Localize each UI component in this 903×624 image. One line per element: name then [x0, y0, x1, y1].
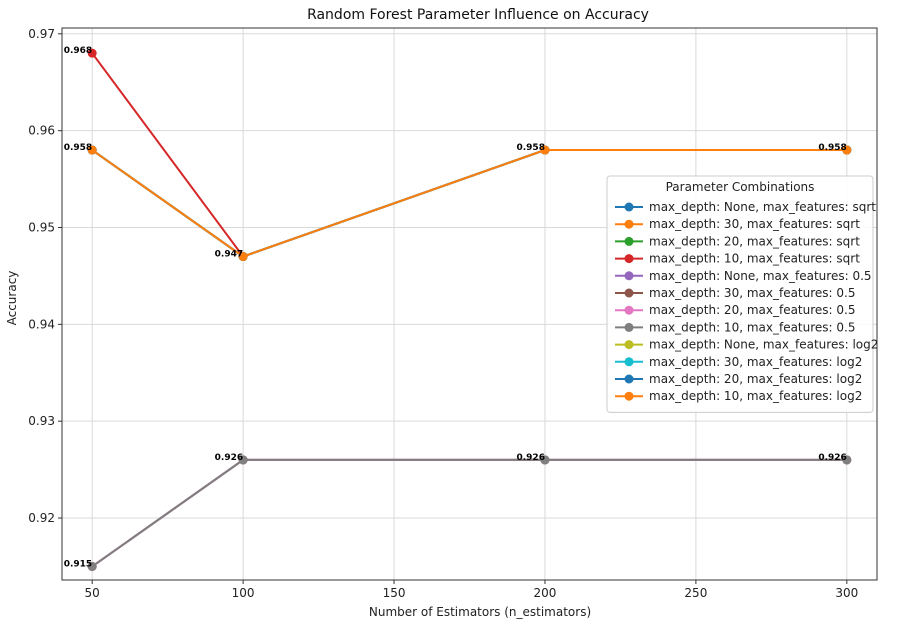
legend-label: max_depth: None, max_features: log2 — [649, 338, 878, 352]
legend-label: max_depth: 30, max_features: sqrt — [649, 217, 860, 231]
series-path — [91, 458, 847, 568]
legend-item: max_depth: 20, max_features: sqrt — [615, 234, 860, 248]
legend-item: max_depth: 30, max_features: sqrt — [615, 217, 860, 231]
legend-swatch-marker — [624, 374, 634, 384]
x-tick-label: 100 — [232, 586, 255, 600]
legend-item: max_depth: 30, max_features: log2 — [615, 355, 862, 369]
data-label: 0.958 — [516, 143, 544, 153]
legend-label: max_depth: 10, max_features: log2 — [649, 389, 862, 403]
legend-swatch-marker — [624, 219, 634, 229]
data-point — [238, 252, 248, 262]
legend-item: max_depth: None, max_features: 0.5 — [615, 269, 872, 283]
data-point — [842, 455, 852, 465]
legend-swatch-marker — [624, 202, 634, 212]
legend-swatch-marker — [624, 254, 634, 264]
legend-item: max_depth: 10, max_features: sqrt — [615, 252, 860, 266]
series-path — [91, 458, 847, 568]
series-path — [91, 458, 847, 568]
legend-item: max_depth: 20, max_features: 0.5 — [615, 303, 856, 317]
data-point — [238, 455, 248, 465]
legend-label: max_depth: 10, max_features: sqrt — [649, 252, 860, 266]
axis-ticks: 50 100 150 200 250 300 0.92 0.93 0.94 0.95 0.96 0.9… — [28, 27, 858, 600]
series-line — [87, 455, 852, 571]
legend-label: max_depth: 20, max_features: log2 — [649, 372, 862, 386]
legend-swatch-marker — [624, 340, 634, 350]
x-tick-label: 150 — [383, 586, 406, 600]
legend-title: Parameter Combinations — [666, 180, 815, 194]
legend-swatch-marker — [624, 236, 634, 246]
series-path — [91, 149, 847, 258]
series-line — [87, 455, 852, 571]
legend-box — [606, 175, 874, 413]
legend-label: max_depth: 10, max_features: 0.5 — [649, 320, 856, 334]
legend-label: max_depth: None, max_features: sqrt — [649, 200, 876, 214]
data-label: 0.968 — [64, 46, 92, 56]
x-tick-label: 250 — [684, 586, 707, 600]
legend-swatch-marker — [624, 271, 634, 281]
legend: Parameter Combinations max_depth: None, … — [606, 175, 878, 413]
data-label: 0.926 — [818, 453, 846, 463]
legend-label: max_depth: None, max_features: 0.5 — [649, 269, 872, 283]
series-line — [87, 145, 852, 262]
legend-swatch-marker — [624, 391, 634, 401]
y-tick-label: 0.92 — [28, 511, 55, 525]
chart-title: Random Forest Parameter Influence on Acc… — [307, 7, 649, 23]
x-tick-label: 300 — [835, 586, 858, 600]
x-tick-label: 50 — [85, 586, 100, 600]
legend-label: max_depth: 30, max_features: log2 — [649, 355, 862, 369]
y-tick-label: 0.93 — [28, 414, 55, 428]
y-tick-label: 0.97 — [28, 27, 55, 41]
data-label: 0.926 — [215, 453, 243, 463]
legend-swatch-marker — [624, 288, 634, 298]
data-label: 0.947 — [215, 250, 243, 260]
data-point — [540, 145, 550, 155]
plot-frame — [61, 27, 878, 581]
data-point — [87, 561, 97, 571]
legend-item: max_depth: 10, max_features: log2 — [615, 389, 862, 403]
legend-label: max_depth: 20, max_features: 0.5 — [649, 303, 856, 317]
legend-swatch-marker — [624, 305, 634, 315]
legend-label: max_depth: 20, max_features: sqrt — [649, 234, 860, 248]
data-point — [540, 455, 550, 465]
data-label: 0.926 — [516, 453, 544, 463]
data-label: 0.915 — [64, 559, 92, 569]
data-point — [87, 145, 97, 155]
legend-label: max_depth: 30, max_features: 0.5 — [649, 286, 856, 300]
x-tick-label: 200 — [534, 586, 557, 600]
data-label: 0.958 — [818, 143, 846, 153]
data-labels: 0.968 0.958 0.915 0.947 0.926 0.958 0.926 0.958… — [64, 46, 847, 569]
data-label: 0.958 — [64, 143, 92, 153]
data-point — [87, 48, 97, 58]
y-tick-label: 0.94 — [28, 317, 55, 331]
legend-swatch-marker — [624, 357, 634, 367]
legend-items: max_depth: None, max_features: sqrt max_d… — [615, 200, 878, 403]
legend-item: max_depth: None, max_features: log2 — [615, 338, 878, 352]
legend-item: max_depth: 30, max_features: 0.5 — [615, 286, 856, 300]
series-line — [87, 455, 852, 571]
y-tick-label: 0.95 — [28, 220, 55, 234]
legend-item: max_depth: 10, max_features: 0.5 — [615, 320, 856, 334]
legend-item: max_depth: None, max_features: sqrt — [615, 200, 876, 214]
series-lines — [87, 48, 852, 571]
x-axis-label: Number of Estimators (n_estimators) — [369, 605, 591, 619]
data-point — [842, 145, 852, 155]
legend-item: max_depth: 20, max_features: log2 — [615, 372, 862, 386]
y-tick-label: 0.96 — [28, 124, 55, 138]
series-line — [87, 455, 852, 571]
y-axis-label: Accuracy — [5, 271, 19, 326]
legend-swatch-marker — [624, 322, 634, 332]
series-path — [91, 458, 847, 568]
